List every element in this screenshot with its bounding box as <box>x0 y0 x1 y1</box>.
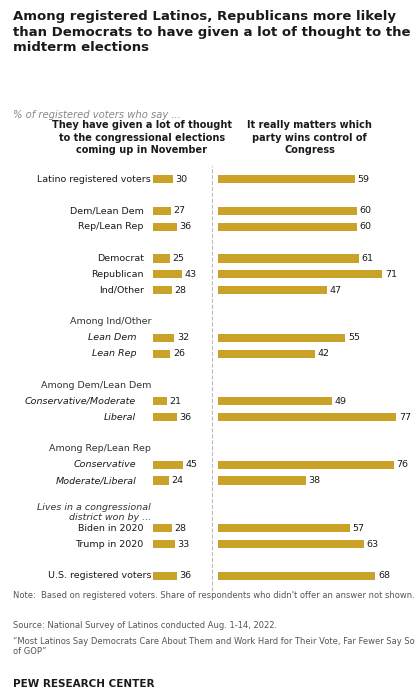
Text: Among Dem/Lean Dem: Among Dem/Lean Dem <box>41 381 151 390</box>
Bar <box>218 333 345 342</box>
Text: Dem/Lean Dem: Dem/Lean Dem <box>70 206 144 215</box>
Text: Lean Rep: Lean Rep <box>92 350 136 358</box>
Bar <box>218 286 327 294</box>
Text: 68: 68 <box>378 571 390 580</box>
Bar <box>218 207 357 215</box>
Text: Liberal: Liberal <box>104 412 136 421</box>
Bar <box>218 271 382 278</box>
Text: 32: 32 <box>177 333 189 343</box>
Text: PEW RESEARCH CENTER: PEW RESEARCH CENTER <box>13 679 154 689</box>
Text: They have given a lot of thought
to the congressional elections
coming up in Nov: They have given a lot of thought to the … <box>52 120 232 155</box>
Bar <box>153 477 169 484</box>
Text: 61: 61 <box>362 254 374 263</box>
Bar <box>153 333 174 342</box>
Text: 55: 55 <box>348 333 360 343</box>
Text: Lean Dem: Lean Dem <box>88 333 136 343</box>
Text: Lives in a congressional
district won by ...: Lives in a congressional district won by… <box>37 503 151 522</box>
Text: 26: 26 <box>173 350 185 358</box>
Text: % of registered voters who say ...: % of registered voters who say ... <box>13 110 180 120</box>
Bar <box>218 461 394 469</box>
Bar <box>153 207 171 215</box>
Text: 27: 27 <box>173 206 186 215</box>
Text: Republican: Republican <box>91 270 144 279</box>
Text: Rep/Lean Rep: Rep/Lean Rep <box>78 222 144 231</box>
Text: 49: 49 <box>334 397 346 405</box>
Text: 63: 63 <box>367 540 378 549</box>
Text: “Most Latinos Say Democrats Care About Them and Work Hard for Their Vote, Far Fe: “Most Latinos Say Democrats Care About T… <box>13 637 415 656</box>
Bar <box>153 271 181 278</box>
Text: 36: 36 <box>179 571 192 580</box>
Bar <box>153 223 177 231</box>
Text: Trump in 2020: Trump in 2020 <box>76 540 144 549</box>
Text: Source: National Survey of Latinos conducted Aug. 1-14, 2022.: Source: National Survey of Latinos condu… <box>13 621 277 630</box>
Text: 42: 42 <box>318 350 330 358</box>
Text: 60: 60 <box>360 222 372 231</box>
Bar <box>153 413 177 421</box>
Text: 43: 43 <box>184 270 196 279</box>
Text: 47: 47 <box>330 286 341 295</box>
Bar <box>153 175 173 183</box>
Text: 71: 71 <box>385 270 397 279</box>
Bar <box>153 461 183 469</box>
Bar <box>218 477 306 484</box>
Text: Moderate/Liberal: Moderate/Liberal <box>55 476 136 485</box>
Text: 45: 45 <box>185 460 197 469</box>
Text: U.S. registered voters: U.S. registered voters <box>48 571 151 580</box>
Text: Ind/Other: Ind/Other <box>99 286 144 295</box>
Text: Conservative/Moderate: Conservative/Moderate <box>25 397 136 405</box>
Text: 28: 28 <box>174 286 186 295</box>
Bar <box>153 286 172 294</box>
Bar <box>218 413 396 421</box>
Bar <box>218 223 357 231</box>
Text: Among Ind/Other: Among Ind/Other <box>70 317 151 326</box>
Text: 59: 59 <box>357 175 369 184</box>
Bar <box>218 175 354 183</box>
Bar <box>153 397 167 405</box>
Text: 36: 36 <box>179 222 192 231</box>
Bar <box>218 540 364 548</box>
Bar <box>218 524 350 532</box>
Text: 76: 76 <box>396 460 409 469</box>
Text: 28: 28 <box>174 524 186 533</box>
Text: 57: 57 <box>353 524 365 533</box>
Text: 36: 36 <box>179 412 192 421</box>
Text: Note:  Based on registered voters. Share of respondents who didn't offer an answ: Note: Based on registered voters. Share … <box>13 591 415 600</box>
Text: 21: 21 <box>170 397 181 405</box>
Text: 25: 25 <box>172 254 184 263</box>
Text: 24: 24 <box>172 476 184 485</box>
Bar <box>153 524 172 532</box>
Text: It really matters which
party wins control of
Congress: It really matters which party wins contr… <box>247 120 372 155</box>
Text: Among registered Latinos, Republicans more likely
than Democrats to have given a: Among registered Latinos, Republicans mo… <box>13 10 410 55</box>
Text: 30: 30 <box>176 175 188 184</box>
Text: Conservative: Conservative <box>74 460 136 469</box>
Text: 60: 60 <box>360 206 372 215</box>
Text: Biden in 2020: Biden in 2020 <box>78 524 144 533</box>
Bar <box>153 350 171 358</box>
Text: 77: 77 <box>399 412 411 421</box>
Bar <box>153 254 170 263</box>
Bar <box>153 540 175 548</box>
Bar <box>153 572 177 580</box>
Bar <box>218 254 359 263</box>
Bar <box>218 572 375 580</box>
Text: 38: 38 <box>309 476 321 485</box>
Text: Latino registered voters: Latino registered voters <box>37 175 151 184</box>
Bar <box>218 397 332 405</box>
Text: Among Rep/Lean Rep: Among Rep/Lean Rep <box>49 445 151 454</box>
Bar <box>218 350 315 358</box>
Text: 33: 33 <box>178 540 190 549</box>
Text: Democrat: Democrat <box>97 254 144 263</box>
